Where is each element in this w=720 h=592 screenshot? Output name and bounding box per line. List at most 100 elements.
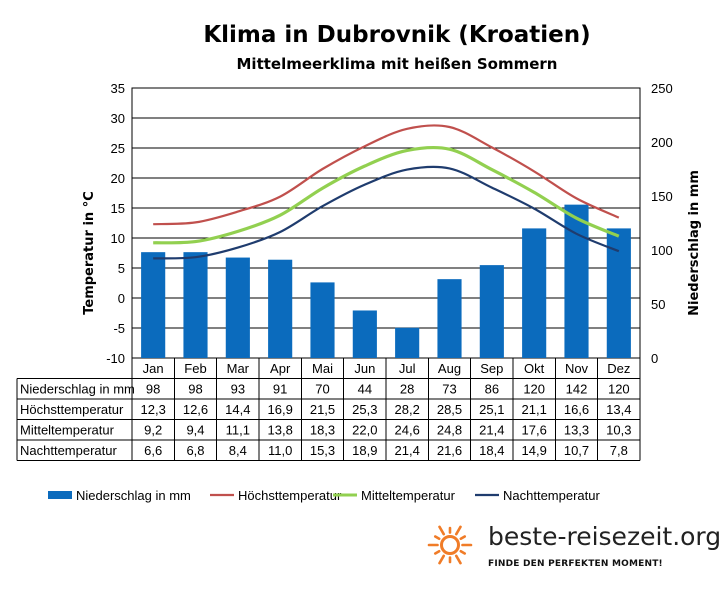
legend-label: Mitteltemperatur: [361, 488, 456, 503]
y-tick-label-right: 200: [651, 135, 673, 150]
table-cell: 25,3: [352, 402, 377, 417]
y-tick-label-left: 30: [111, 111, 125, 126]
table-row-label: Höchsttemperatur: [20, 402, 124, 417]
y-tick-label-left: 10: [111, 231, 125, 246]
table-cell: 13,8: [268, 423, 293, 438]
sun-ray: [438, 554, 446, 565]
chart-title: Klima in Dubrovnik (Kroatien): [203, 22, 590, 48]
table-cell: 12,3: [141, 402, 166, 417]
table-cell: 18,9: [352, 443, 377, 458]
chart-subtitle: Mittelmeerklima mit heißen Sommern: [237, 55, 558, 73]
bar-jul: [395, 327, 420, 358]
table-cell: 17,6: [522, 423, 547, 438]
sun-ray: [459, 549, 467, 555]
bar-mar: [225, 257, 250, 358]
sun-icon: [427, 525, 473, 565]
x-tick-label: Jun: [354, 361, 375, 376]
table-cell: 120: [523, 382, 545, 397]
x-tick-label: Mar: [227, 361, 250, 376]
x-tick-label: Nov: [565, 361, 589, 376]
table-cell: 91: [273, 382, 287, 397]
table-cell: 9,4: [186, 423, 204, 438]
x-tick-label: Aug: [438, 361, 461, 376]
table-cell: 16,9: [268, 402, 293, 417]
table-cell: 86: [485, 382, 499, 397]
table-cell: 7,8: [610, 443, 628, 458]
table-cell: 14,9: [522, 443, 547, 458]
table-row-label: Nachttemperatur: [20, 443, 117, 458]
table-cell: 6,6: [144, 443, 162, 458]
x-tick-label: Dez: [607, 361, 630, 376]
table-cell: 15,3: [310, 443, 335, 458]
table-row-label: Mitteltemperatur: [20, 423, 115, 438]
table-cell: 21,4: [395, 443, 420, 458]
bar-mai: [310, 282, 335, 358]
table-cell: 21,1: [522, 402, 547, 417]
y-tick-label-right: 0: [651, 351, 658, 366]
table-cell: 22,0: [352, 423, 377, 438]
table-cell: 21,6: [437, 443, 462, 458]
y-tick-label-right: 50: [651, 297, 665, 312]
x-tick-label: Feb: [184, 361, 206, 376]
bar-dez: [606, 228, 631, 358]
y-tick-label-left: 15: [111, 201, 125, 216]
y-tick-label-left: 5: [118, 261, 125, 276]
bar-jan: [141, 252, 166, 358]
table-cell: 70: [315, 382, 329, 397]
table-cell: 6,8: [186, 443, 204, 458]
y-tick-label-left: 25: [111, 141, 125, 156]
legend-label: Höchsttemperatur: [238, 488, 342, 503]
sun-ray: [438, 525, 446, 536]
y-axis-label-right: Niederschlag in mm: [687, 170, 702, 316]
table-cell: 98: [146, 382, 160, 397]
table-cell: 21,5: [310, 402, 335, 417]
legend: Niederschlag in mm Höchsttemperatur Mittel…: [48, 488, 600, 503]
table-cell: 25,1: [479, 402, 504, 417]
legend-swatch: [48, 491, 72, 499]
table-cell: 24,6: [395, 423, 420, 438]
y-tick-label-left: 20: [111, 171, 125, 186]
x-tick-label: Okt: [524, 361, 545, 376]
table-cell: 10,3: [606, 423, 631, 438]
table-cell: 28: [400, 382, 414, 397]
line-höchsttemperatur: [153, 124, 620, 226]
bar-nov: [564, 204, 589, 358]
legend-label: Nachttemperatur: [503, 488, 600, 503]
table-cell: 8,4: [229, 443, 247, 458]
data-table: Jan Feb Mar Apr Mai Jun Jul Aug Sep Okt Nov Dez Nied…: [16, 358, 641, 461]
x-tick-label: Sep: [480, 361, 503, 376]
sun-ray: [433, 549, 441, 555]
table-cell: 93: [231, 382, 245, 397]
table-cell: 142: [566, 382, 588, 397]
table-cell: 13,4: [606, 402, 631, 417]
y-axis-label-left: Temperatur in °C: [82, 191, 97, 315]
table-cell: 44: [358, 382, 372, 397]
sun-core: [440, 535, 460, 555]
table-cell: 24,8: [437, 423, 462, 438]
table-cell: 18,4: [479, 443, 504, 458]
y-tick-label-left: 35: [111, 81, 125, 96]
table-cell: 10,7: [564, 443, 589, 458]
table-cell: 98: [188, 382, 202, 397]
table-cell: 11,1: [226, 423, 250, 438]
bar-jun: [352, 310, 377, 358]
sun-ray: [433, 535, 441, 541]
table-cell: 18,3: [310, 423, 335, 438]
bar-aug: [437, 279, 462, 358]
y-tick-label-left: 0: [118, 291, 125, 306]
y-tick-label-right: 250: [651, 81, 673, 96]
table-cell: 9,2: [144, 423, 162, 438]
table-cell: 120: [608, 382, 630, 397]
line-mitteltemperatur: [153, 145, 620, 245]
legend-label: Niederschlag in mm: [76, 488, 191, 503]
y-tick-label-left: -5: [113, 321, 125, 336]
line-series: [153, 124, 620, 260]
x-tick-label: Apr: [270, 361, 291, 376]
x-tick-label: Mai: [312, 361, 333, 376]
table-cell: 13,3: [564, 423, 589, 438]
bar-apr: [268, 259, 293, 358]
table-cell: 16,6: [564, 402, 589, 417]
table-cell: 28,5: [437, 402, 462, 417]
line-nachttemperatur: [153, 165, 620, 260]
